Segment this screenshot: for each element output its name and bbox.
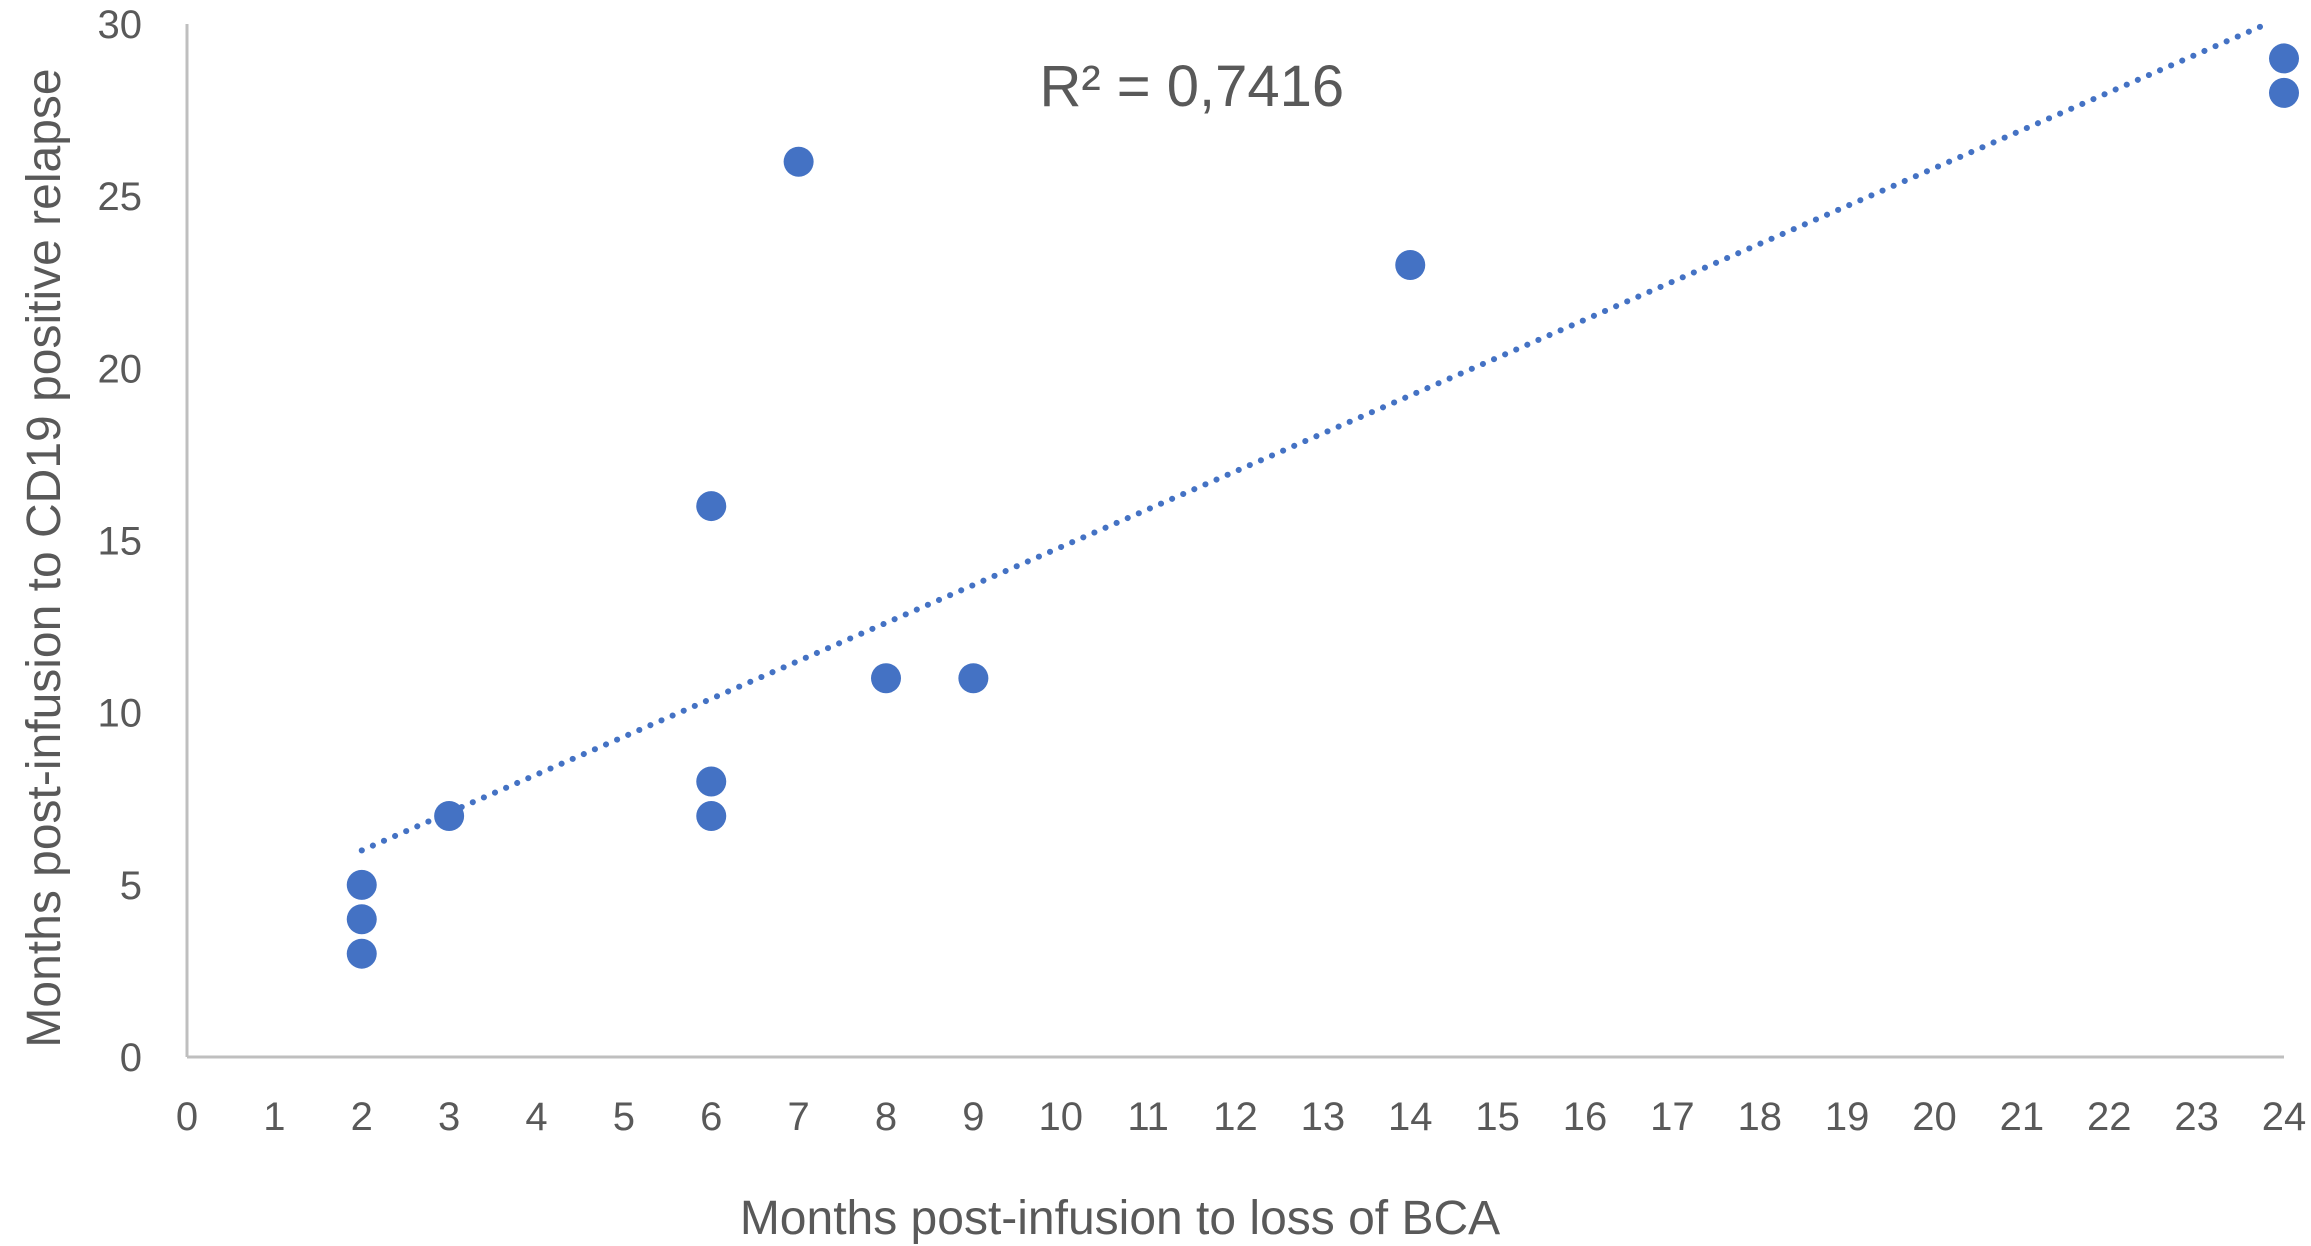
x-tick-label: 17 [1650, 1095, 1695, 1139]
y-tick-label: 5 [120, 864, 142, 908]
y-tick-label: 10 [98, 692, 143, 736]
x-tick-label: 4 [525, 1095, 547, 1139]
data-point [346, 869, 377, 900]
x-tick-label: 24 [2262, 1095, 2307, 1139]
trendline-group [358, 21, 2270, 854]
y-tick-labels: 0 5 10 15 20 25 30 [98, 3, 143, 1080]
x-tick-label: 11 [1127, 1095, 1169, 1139]
x-tick-label: 7 [788, 1095, 810, 1139]
data-point [434, 800, 465, 831]
data-point [696, 800, 727, 831]
data-point [696, 766, 727, 797]
data-point [346, 904, 377, 935]
x-tick-label: 23 [2174, 1095, 2219, 1139]
data-point [871, 663, 901, 694]
x-tick-label: 0 [176, 1095, 198, 1139]
data-points [346, 43, 2299, 969]
x-tick-label: 9 [962, 1095, 984, 1139]
x-tick-label: 6 [700, 1095, 722, 1139]
y-tick-label: 30 [98, 3, 143, 47]
data-point [2269, 43, 2299, 74]
x-tick-label: 21 [2000, 1095, 2045, 1139]
x-tick-label: 16 [1563, 1095, 1608, 1139]
y-tick-label: 20 [98, 347, 143, 391]
x-tick-label: 13 [1301, 1095, 1346, 1139]
data-point [2269, 77, 2299, 108]
x-tick-label: 20 [1912, 1095, 1957, 1139]
x-tick-label: 14 [1388, 1095, 1433, 1139]
data-point [696, 491, 727, 522]
x-tick-label: 15 [1475, 1095, 1520, 1139]
x-tick-label: 5 [613, 1095, 635, 1139]
x-tick-label: 22 [2087, 1095, 2132, 1139]
x-tick-label: 2 [351, 1095, 373, 1139]
x-tick-label: 10 [1039, 1095, 1084, 1139]
trendline [358, 21, 2270, 854]
y-axis-title: Months post-infusion to CD19 positive re… [18, 68, 71, 1047]
x-tick-label: 8 [875, 1095, 897, 1139]
axes [185, 24, 2284, 1059]
y-tick-label: 25 [98, 175, 143, 219]
x-tick-label: 3 [438, 1095, 460, 1139]
data-point [346, 938, 377, 969]
x-axis-title: Months post-infusion to loss of BCA [740, 1192, 1500, 1245]
x-tick-label: 19 [1825, 1095, 1870, 1139]
x-tick-labels: 0 1 2 3 4 5 6 7 8 9 10 11 12 13 14 15 16 17 18 19 20 21 22 23 24 [176, 1095, 2306, 1139]
y-tick-label: 15 [98, 520, 143, 564]
x-tick-label: 18 [1738, 1095, 1783, 1139]
data-point [958, 663, 989, 694]
x-tick-label: 1 [263, 1095, 285, 1139]
y-tick-label: 0 [120, 1036, 142, 1080]
x-tick-label: 12 [1213, 1095, 1258, 1139]
data-point [1395, 250, 1426, 281]
r-squared-annotation: R² = 0,7416 [1039, 54, 1344, 119]
annotations: R² = 0,7416 [1039, 54, 1344, 119]
data-point [783, 146, 814, 177]
